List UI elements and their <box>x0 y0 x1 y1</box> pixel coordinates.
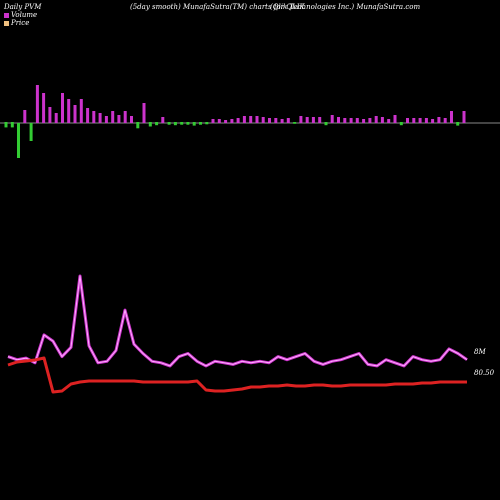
volume-bar <box>180 122 184 125</box>
price-line <box>7 356 467 394</box>
legend-swatch-price <box>4 20 9 26</box>
volume-bar <box>418 118 422 123</box>
volume-bar <box>293 122 297 124</box>
header-left: Daily PVM <box>4 3 42 11</box>
volume-bar <box>242 116 246 123</box>
volume-bar <box>111 111 115 123</box>
volume-bar <box>167 122 171 125</box>
volume-bar <box>318 117 322 123</box>
volume-bar <box>123 111 127 123</box>
legend-item-price: Price <box>4 19 37 27</box>
volume-bar <box>92 111 96 123</box>
volume-bar <box>67 99 71 123</box>
volume-bar <box>173 122 177 126</box>
volume-bar <box>86 108 90 123</box>
volume-bar <box>249 116 253 123</box>
volume-bar <box>130 116 133 123</box>
volume-bar <box>35 85 39 123</box>
volume-bar <box>230 119 234 123</box>
header-right: (Qlik Technologies Inc.) MunafaSutra.com <box>270 3 421 11</box>
volume-bar <box>268 118 271 123</box>
volume-bar <box>274 118 278 123</box>
volume-bar <box>387 119 391 123</box>
volume-bar <box>98 113 102 123</box>
volume-bar <box>368 118 372 123</box>
legend: Volume Price <box>4 11 37 27</box>
volume-bar <box>456 122 460 126</box>
volume-bar <box>343 118 347 123</box>
volume-bar <box>73 105 77 123</box>
volume-bar <box>424 118 428 123</box>
volume-bar <box>393 115 397 123</box>
volume-bar <box>23 110 27 123</box>
volume-bar <box>374 116 378 123</box>
volume-bar <box>311 117 315 123</box>
volume-line-core <box>7 275 468 367</box>
volume-bar <box>324 122 328 126</box>
volume-bar <box>462 111 466 123</box>
volume-bar <box>255 116 259 123</box>
volume-bar <box>330 115 334 123</box>
header-center: (5day smooth) MunafaSutra(TM) charts for… <box>130 3 305 11</box>
volume-bar <box>362 119 366 123</box>
volume-bar <box>412 118 416 123</box>
volume-bar <box>29 123 33 141</box>
volume-bar <box>117 115 121 123</box>
volume-bar <box>443 118 447 123</box>
volume-bar <box>205 122 209 125</box>
volume-end-label: 8M <box>474 348 486 356</box>
volume-bar <box>136 122 140 129</box>
volume-bar <box>199 122 202 125</box>
volume-bar <box>42 93 46 123</box>
volume-bar <box>10 122 14 128</box>
legend-label-volume: Volume <box>11 11 38 19</box>
volume-bar <box>380 117 384 123</box>
volume-bar <box>142 103 146 123</box>
volume-bar <box>305 117 309 123</box>
volume-bar <box>17 123 20 158</box>
volume-bar <box>337 117 340 123</box>
volume-bar <box>236 118 240 123</box>
volume-bar <box>4 122 8 128</box>
volume-line <box>7 274 468 368</box>
volume-bar <box>355 118 359 123</box>
volume-bar <box>54 113 58 123</box>
volume-bars <box>4 85 466 158</box>
legend-item-volume: Volume <box>4 11 37 19</box>
volume-bar <box>186 122 190 125</box>
volume-bar <box>211 119 215 123</box>
legend-swatch-volume <box>4 12 9 18</box>
volume-bar <box>104 116 108 123</box>
volume-bar <box>155 122 159 126</box>
volume-bar <box>48 107 52 123</box>
price-end-label: 80.50 <box>474 369 495 377</box>
volume-bar <box>161 117 165 123</box>
volume-bar <box>224 120 228 123</box>
volume-bar <box>148 122 152 127</box>
volume-bar <box>299 116 303 123</box>
volume-bar <box>406 118 409 123</box>
volume-bar <box>431 119 435 123</box>
volume-bar <box>349 118 353 123</box>
volume-bar <box>192 122 196 126</box>
volume-bar <box>450 111 453 123</box>
volume-bar <box>217 119 221 123</box>
legend-label-price: Price <box>11 19 30 27</box>
volume-bar <box>79 99 83 123</box>
volume-bar <box>437 117 441 123</box>
volume-bar <box>399 122 403 126</box>
volume-bar <box>61 93 64 123</box>
volume-bar <box>286 118 290 123</box>
volume-bar <box>280 119 284 123</box>
volume-bar <box>261 117 265 123</box>
